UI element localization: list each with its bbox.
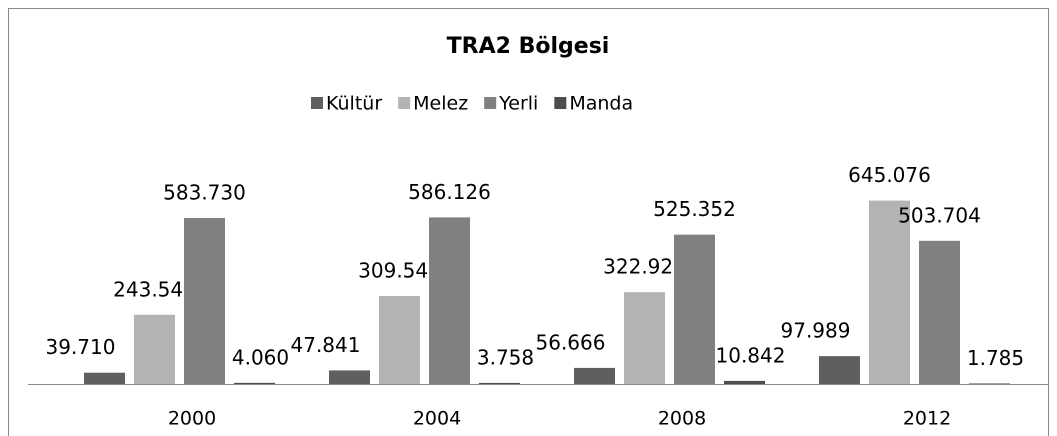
data-label: 525.352 xyxy=(653,197,736,221)
data-label: 3.758 xyxy=(477,345,534,369)
data-label: 97.989 xyxy=(781,319,851,343)
legend-swatch xyxy=(398,97,411,109)
legend-label: Kültür xyxy=(326,93,382,115)
bar xyxy=(724,380,765,384)
bar xyxy=(869,200,910,384)
x-tick-label: 2000 xyxy=(168,408,216,430)
bar xyxy=(919,240,960,384)
data-label: 243.540 xyxy=(113,277,196,301)
bar xyxy=(819,356,860,384)
data-label: 645.076 xyxy=(848,163,931,187)
bar xyxy=(234,382,275,384)
data-label: 1.785 xyxy=(967,346,1024,370)
bar xyxy=(184,218,225,384)
legend-label: Melez xyxy=(413,93,468,115)
data-label: 56.666 xyxy=(536,330,606,354)
bar xyxy=(134,314,175,384)
bar xyxy=(84,372,125,384)
x-tick-label: 2004 xyxy=(413,408,461,430)
legend-swatch xyxy=(484,97,497,109)
x-tick-label: 2012 xyxy=(903,408,951,430)
data-label: 586.126 xyxy=(408,180,491,204)
data-label: 309.548 xyxy=(358,258,441,282)
legend-swatch xyxy=(311,97,323,109)
x-tick-label: 2008 xyxy=(658,408,706,430)
data-label: 503.704 xyxy=(898,203,981,227)
legend-label: Manda xyxy=(569,93,633,115)
bar xyxy=(674,234,715,384)
data-label: 4.060 xyxy=(232,345,289,369)
data-label: 583.730 xyxy=(163,181,246,205)
bar xyxy=(624,292,665,384)
data-label: 47.841 xyxy=(291,333,361,357)
chart-title: TRA2 Bölgesi xyxy=(447,34,610,59)
legend-label: Yerli xyxy=(498,93,538,115)
bar xyxy=(479,382,520,384)
data-label: 39.710 xyxy=(46,335,116,359)
bar xyxy=(969,383,1010,384)
legend-swatch xyxy=(554,97,567,109)
bar xyxy=(429,217,470,384)
bar xyxy=(379,295,420,384)
data-label: 322.921 xyxy=(603,255,686,279)
bar xyxy=(574,367,615,384)
bar xyxy=(329,370,370,384)
data-label: 10.842 xyxy=(716,343,786,367)
